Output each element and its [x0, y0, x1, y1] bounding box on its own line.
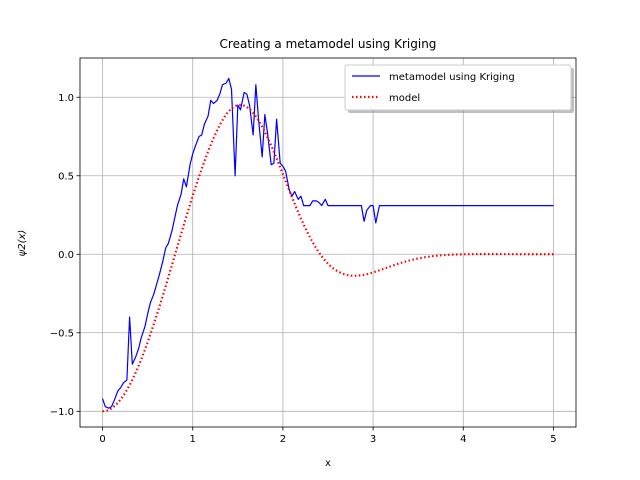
x-tick-label: 2 — [280, 434, 286, 445]
plot-frame — [79, 57, 577, 428]
legend-label-metamodel: metamodel using Kriging — [389, 72, 515, 83]
legend: metamodel using Kriging model — [344, 64, 574, 113]
y-tick-label: −1.0 — [50, 407, 74, 418]
y-tick-label: 0.0 — [58, 250, 74, 261]
y-tick-label: 0.5 — [58, 171, 74, 182]
x-axis-label: x — [325, 458, 331, 469]
x-tick-label: 1 — [190, 434, 196, 445]
chart-title: Creating a metamodel using Kriging — [220, 37, 437, 51]
x-tick-label: 4 — [460, 434, 466, 445]
legend-label-model: model — [389, 93, 420, 104]
y-axis-ticks: −1.0 −0.5 0.0 0.5 1.0 — [50, 93, 80, 418]
y-axis-label: ψ2(x) — [17, 230, 28, 257]
x-tick-label: 3 — [370, 434, 376, 445]
plot-lines — [101, 77, 554, 413]
legend-box — [344, 64, 572, 111]
y-tick-label: 1.0 — [58, 93, 74, 104]
x-tick-label: 0 — [99, 434, 105, 445]
x-tick-label: 5 — [550, 434, 556, 445]
y-tick-label: −0.5 — [50, 328, 74, 339]
x-axis-ticks: 0 1 2 3 4 5 — [99, 427, 557, 445]
series-line-metamodel — [101, 77, 554, 409]
